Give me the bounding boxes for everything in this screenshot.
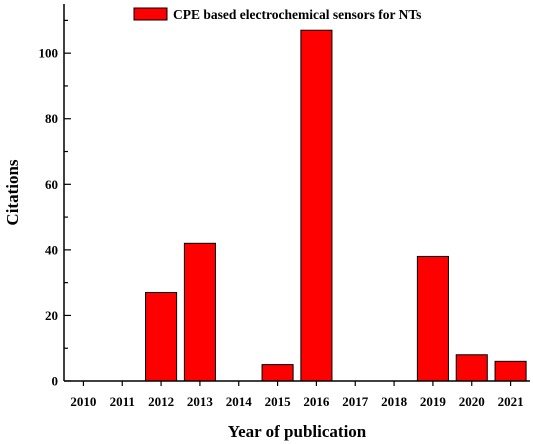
x-tick-label: 2016 (303, 394, 330, 409)
y-ticks-group: 0 20 40 60 80 100 (39, 19, 71, 389)
bar-2015 (261, 364, 294, 382)
x-tick-label: 2021 (498, 394, 524, 409)
y-tick-label: 0 (52, 374, 59, 389)
bars-group (145, 29, 527, 382)
y-tick-label: 20 (45, 308, 58, 323)
legend-entry-label: CPE based electrochemical sensors for NT… (173, 7, 421, 22)
x-tick-label: 2015 (265, 394, 292, 409)
x-ticks-group: 2010 2011 2012 2013 2014 2015 2016 2017 2018 2019… (70, 381, 524, 409)
x-tick-label: 2020 (459, 394, 485, 409)
x-tick-label: 2013 (187, 394, 214, 409)
x-tick-label: 2017 (342, 394, 369, 409)
bar-2021 (494, 360, 527, 382)
legend: CPE based electrochemical sensors for NT… (133, 7, 421, 22)
bar-2019 (416, 255, 449, 382)
x-tick-label: 2019 (420, 394, 447, 409)
x-tick-label: 2018 (381, 394, 408, 409)
x-tick-label: 2014 (226, 394, 253, 409)
bar-2012 (145, 291, 178, 382)
x-axis-label: Year of publication (228, 422, 367, 441)
y-tick-label: 100 (39, 46, 59, 61)
x-tick-label: 2011 (110, 394, 135, 409)
y-tick-label: 40 (45, 242, 58, 257)
bar-2020 (455, 354, 488, 382)
bar-2013 (183, 242, 216, 382)
y-tick-label: 60 (45, 177, 58, 192)
bar-2016 (300, 29, 333, 382)
y-tick-label: 80 (45, 111, 58, 126)
y-axis-label: Citations (3, 159, 22, 226)
x-tick-label: 2010 (70, 394, 96, 409)
x-tick-label: 2012 (148, 394, 174, 409)
axes-group (63, 4, 530, 382)
legend-swatch (133, 7, 168, 21)
